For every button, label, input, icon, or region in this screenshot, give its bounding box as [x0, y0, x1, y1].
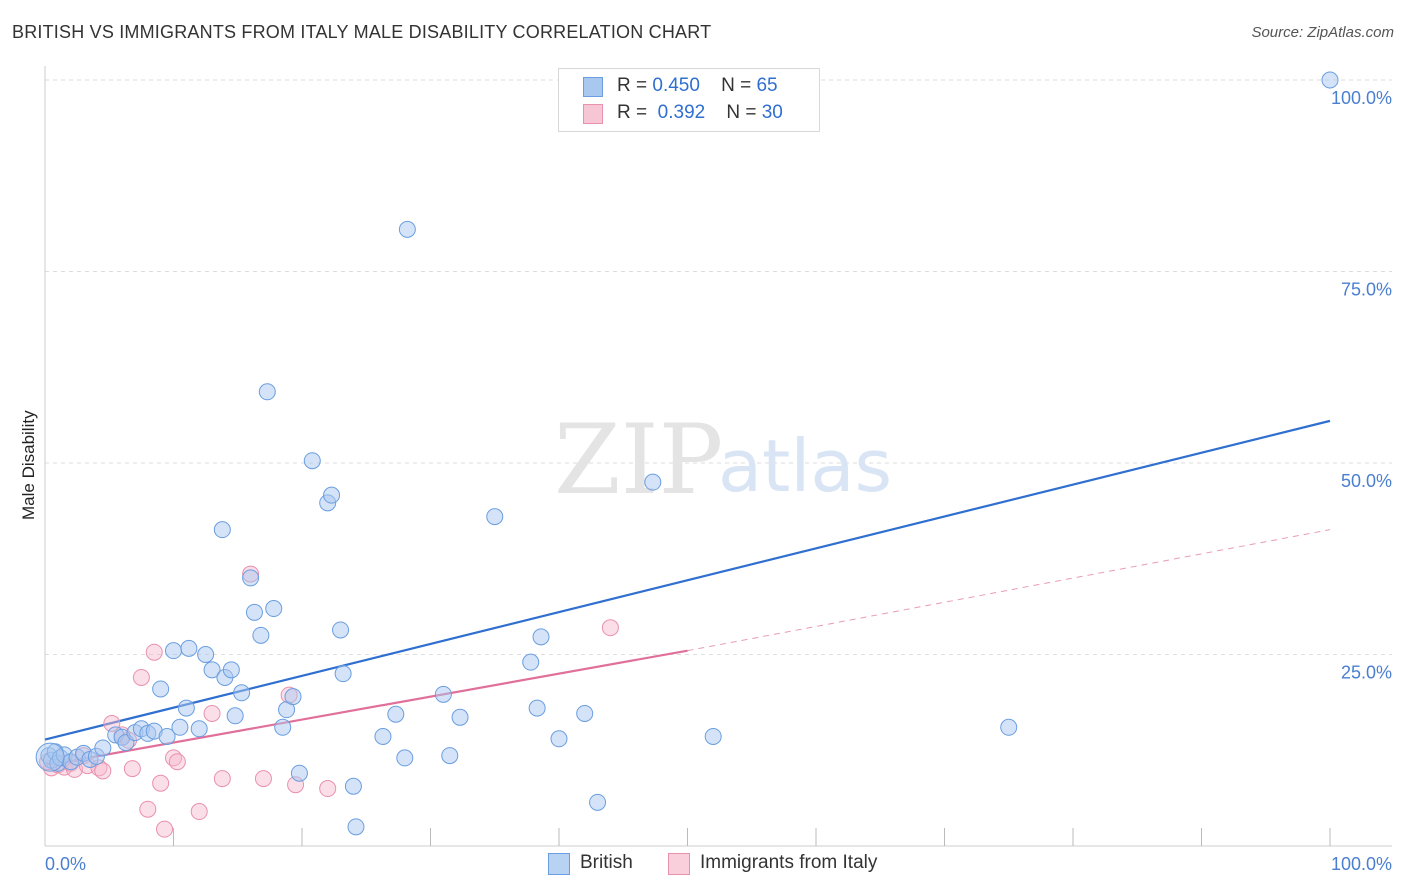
- british-point: [284, 688, 302, 706]
- italy-trend-line: [44, 649, 688, 767]
- italy-point: [152, 774, 170, 792]
- italy-point: [254, 770, 272, 788]
- legend-r-label: R =: [617, 102, 648, 123]
- italy-point: [145, 643, 163, 661]
- british-point: [434, 685, 452, 703]
- legend-r-value: 0.450: [652, 75, 700, 96]
- british-legend-label: British: [580, 852, 633, 873]
- british-point: [290, 764, 308, 782]
- british-point: [451, 708, 469, 726]
- british-point: [303, 452, 321, 470]
- british-point: [274, 718, 292, 736]
- italy-swatch: [583, 104, 603, 124]
- british-point: [222, 661, 240, 679]
- british-point: [396, 749, 414, 767]
- british-point: [171, 718, 189, 736]
- tick-labels: 25.0% 50.0% 75.0% 100.0% 0.0% 100.0%: [45, 88, 1392, 874]
- italy-point: [139, 800, 157, 818]
- british-point: [347, 818, 365, 836]
- data-points: [35, 71, 1339, 838]
- british-point: [197, 646, 215, 663]
- axes: [44, 66, 1392, 847]
- british-point: [242, 569, 260, 587]
- british-point: [344, 777, 362, 795]
- grid-lines: [45, 79, 1392, 655]
- trend-lines: [44, 419, 1331, 767]
- stats-legend: R = 0.450 N = 65 R = 0.392 N = 30: [558, 68, 820, 132]
- y-tick-label: 50.0%: [1341, 471, 1392, 491]
- legend-n-value: 65: [756, 75, 778, 96]
- british-point: [374, 727, 392, 745]
- british-point: [226, 707, 244, 725]
- british-point: [94, 739, 112, 757]
- y-tick-label: 25.0%: [1341, 663, 1392, 683]
- british-point: [644, 473, 662, 491]
- italy-point: [132, 668, 150, 686]
- british-point: [1000, 718, 1018, 736]
- british-point: [265, 600, 283, 618]
- british-point: [522, 653, 540, 671]
- british-point: [441, 747, 459, 765]
- legend-n-label: N =: [721, 75, 752, 96]
- british-point: [190, 720, 208, 738]
- y-tick-label: 100.0%: [1331, 88, 1392, 108]
- british-point: [704, 727, 722, 745]
- italy-point: [123, 760, 141, 778]
- italy-point: [168, 753, 186, 771]
- y-axis-label: Male Disability: [19, 410, 38, 520]
- italy-legend-label: Immigrants from Italy: [700, 852, 878, 873]
- british-point: [550, 730, 568, 748]
- x-tick-label: 0.0%: [45, 854, 86, 874]
- british-point: [486, 508, 504, 526]
- italy-legend-swatch: [668, 853, 690, 875]
- legend-r-label: R =: [617, 75, 648, 96]
- british-point: [398, 220, 416, 238]
- british-legend-swatch: [548, 853, 570, 875]
- italy-point: [190, 803, 208, 821]
- british-point: [177, 699, 195, 717]
- british-point: [332, 621, 350, 639]
- british-point: [334, 665, 352, 683]
- british-point: [203, 661, 221, 679]
- british-point: [158, 727, 176, 745]
- british-point: [180, 639, 198, 657]
- british-point: [233, 684, 251, 702]
- source-label: Source: ZipAtlas.com: [1251, 24, 1394, 41]
- chart-title: BRITISH VS IMMIGRANTS FROM ITALY MALE DI…: [12, 22, 712, 42]
- british-point: [532, 628, 550, 646]
- italy-point: [601, 619, 619, 637]
- british-point: [589, 793, 607, 811]
- british-point: [258, 383, 276, 401]
- legend-n-value: 30: [761, 102, 783, 123]
- italy-point: [203, 704, 221, 722]
- x-tick-label: 100.0%: [1331, 854, 1392, 874]
- british-point: [245, 603, 263, 621]
- british-cluster-point: [35, 742, 65, 772]
- y-tick-label: 75.0%: [1341, 280, 1392, 300]
- legend-n-label: N =: [726, 102, 757, 123]
- british-swatch: [583, 77, 603, 97]
- british-point: [252, 626, 270, 644]
- british-point: [323, 486, 341, 504]
- italy-point: [319, 780, 337, 798]
- italy-trend-extension: [687, 529, 1331, 652]
- british-point: [528, 699, 546, 717]
- british-point: [387, 705, 405, 723]
- watermark-zip: ZIP: [554, 404, 723, 516]
- british-point: [213, 521, 231, 539]
- legend-r-value: 0.392: [657, 102, 706, 123]
- watermark-atlas: atlas: [718, 424, 892, 508]
- italy-point: [156, 820, 174, 838]
- italy-point: [213, 770, 231, 788]
- british-point: [152, 680, 170, 698]
- british-point: [165, 642, 182, 660]
- british-point: [1321, 71, 1339, 89]
- british-trend-line: [44, 419, 1331, 741]
- italy-point: [94, 762, 112, 780]
- british-point: [576, 704, 594, 722]
